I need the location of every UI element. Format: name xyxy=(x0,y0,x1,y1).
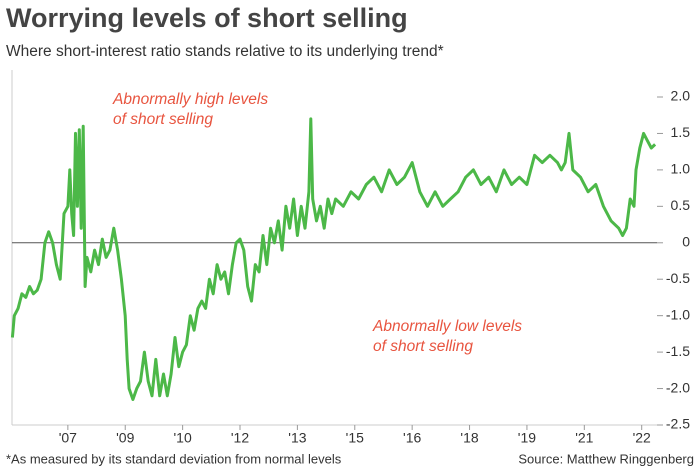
annotation: of short selling xyxy=(373,338,473,355)
y-tick-label: 0 xyxy=(682,233,690,249)
x-tick-label: '19 xyxy=(518,430,536,446)
x-tick-label: '16 xyxy=(403,430,421,446)
y-tick-label: -2.0 xyxy=(666,379,690,395)
x-tick-label: '22 xyxy=(633,430,651,446)
x-tick-label: '10 xyxy=(173,430,191,446)
y-tick-label: 1.0 xyxy=(671,161,691,177)
chart-title: Worrying levels of short selling xyxy=(6,3,408,33)
x-tick-label: '18 xyxy=(460,430,478,446)
data-line xyxy=(10,117,657,401)
x-tick-label: '13 xyxy=(288,430,306,446)
annotation: of short selling xyxy=(113,111,213,128)
source: Source: Matthew Ringgenberg xyxy=(518,451,694,466)
x-tick-label: '21 xyxy=(575,430,593,446)
y-tick-label: 1.5 xyxy=(671,124,691,140)
x-tick-label: '09 xyxy=(116,430,134,446)
chart-subtitle: Where short-interest ratio stands relati… xyxy=(6,43,444,60)
annotation: Abnormally high levels xyxy=(112,91,268,108)
annotation: Abnormally low levels xyxy=(372,318,522,335)
x-tick-label: '12 xyxy=(231,430,249,446)
y-tick-label: 0.5 xyxy=(671,197,691,213)
x-tick-label: '07 xyxy=(59,430,77,446)
y-tick-label: -0.5 xyxy=(666,270,690,286)
footnote: *As measured by its standard deviation f… xyxy=(6,451,342,466)
y-tick-label: -1.5 xyxy=(666,343,690,359)
y-tick-label: -1.0 xyxy=(666,306,690,322)
y-tick-label: 2.0 xyxy=(671,88,691,104)
y-tick-label: -2.5 xyxy=(666,416,690,432)
x-tick-label: '15 xyxy=(346,430,364,446)
